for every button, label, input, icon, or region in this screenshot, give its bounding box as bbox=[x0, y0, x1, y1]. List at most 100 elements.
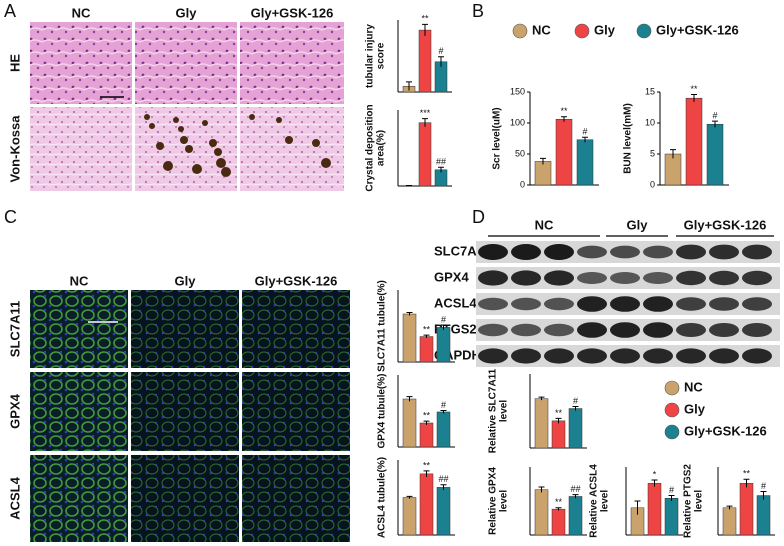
y-axis-label: Relative PTGS2 bbox=[683, 464, 694, 538]
panel-label: D bbox=[472, 207, 485, 227]
error-bar bbox=[572, 406, 579, 411]
error-bar bbox=[423, 420, 430, 425]
significance-label: *** bbox=[420, 108, 431, 118]
crystal bbox=[178, 126, 184, 132]
blot-band bbox=[742, 244, 772, 260]
legend-marker bbox=[664, 380, 680, 396]
blot-band bbox=[478, 270, 508, 286]
blot-band bbox=[643, 322, 673, 338]
blot-band bbox=[709, 323, 739, 337]
column-header: Gly+GSK-126 bbox=[255, 273, 338, 288]
legend-marker bbox=[512, 23, 528, 39]
error-bar bbox=[538, 396, 545, 401]
bar bbox=[756, 495, 771, 536]
micrograph bbox=[135, 22, 237, 104]
error-bar bbox=[406, 184, 412, 187]
crystal bbox=[192, 164, 202, 174]
blot-band bbox=[610, 296, 640, 312]
micrograph bbox=[240, 107, 344, 191]
fluorescence-image bbox=[30, 455, 128, 542]
row-header: ACSL4 bbox=[7, 476, 22, 519]
row-header: GPX4 bbox=[434, 269, 469, 284]
blot-band bbox=[577, 245, 607, 259]
legend-label: Gly+GSK-126 bbox=[684, 423, 767, 438]
error-bar bbox=[438, 56, 444, 67]
panel-label: C bbox=[4, 207, 17, 227]
crystal bbox=[202, 120, 208, 126]
y-tick-label: 150 bbox=[510, 86, 525, 96]
y-axis-label: level bbox=[600, 490, 611, 512]
micrograph bbox=[30, 107, 132, 191]
error-bar bbox=[406, 495, 413, 499]
micrograph bbox=[30, 22, 132, 104]
y-axis-label: level bbox=[499, 400, 510, 422]
blot-band bbox=[742, 297, 772, 311]
y-axis-label: score bbox=[376, 42, 387, 69]
column-header: Gly bbox=[627, 217, 649, 232]
column-header: Gly bbox=[175, 273, 197, 288]
crystal bbox=[185, 145, 193, 153]
error-bar bbox=[406, 312, 413, 316]
error-bar bbox=[760, 490, 767, 500]
error-bar bbox=[572, 494, 579, 499]
legend-label: NC bbox=[684, 379, 703, 394]
y-axis-label: area(%) bbox=[376, 130, 387, 166]
bar bbox=[534, 398, 549, 449]
crystal bbox=[312, 139, 320, 147]
bar bbox=[402, 313, 417, 363]
fluorescence-image bbox=[131, 372, 239, 451]
y-axis-label: tubular injury bbox=[365, 24, 376, 88]
bar bbox=[418, 122, 432, 187]
column-header: Gly bbox=[176, 5, 198, 20]
significance-label: ** bbox=[423, 324, 431, 334]
blot-band bbox=[676, 348, 706, 364]
fluorescence-image bbox=[242, 372, 350, 451]
crystal bbox=[216, 158, 226, 168]
y-axis-label: level bbox=[694, 490, 705, 512]
error-bar bbox=[582, 136, 588, 143]
blot-band bbox=[577, 348, 607, 364]
blot-band bbox=[676, 270, 706, 286]
legend-label: Gly bbox=[684, 401, 706, 416]
y-axis-label: BUN level(mM) bbox=[623, 103, 634, 174]
bar bbox=[418, 29, 432, 93]
crystal bbox=[144, 114, 150, 120]
blot-band bbox=[676, 297, 706, 311]
significance-label: # bbox=[441, 400, 446, 410]
significance-label: ** bbox=[423, 410, 431, 420]
error-bar bbox=[540, 157, 546, 165]
significance-label: ** bbox=[743, 469, 751, 479]
bar bbox=[568, 408, 583, 449]
significance-label: ** bbox=[555, 497, 563, 507]
y-tick-label: 10 bbox=[645, 117, 655, 127]
significance-label: ** bbox=[555, 408, 563, 418]
y-axis-label: Relative ACSL4 bbox=[589, 464, 600, 538]
significance-label: # bbox=[712, 111, 717, 121]
blot-band bbox=[544, 270, 574, 286]
crystal bbox=[321, 158, 331, 168]
blot-band bbox=[478, 323, 508, 337]
error-bar bbox=[555, 417, 562, 424]
fluorescence-image bbox=[242, 290, 350, 368]
significance-label: # bbox=[438, 46, 443, 56]
bar bbox=[436, 327, 451, 363]
error-bar bbox=[651, 479, 658, 487]
blot-band bbox=[742, 323, 772, 337]
blot-band bbox=[610, 348, 640, 364]
blot-band bbox=[676, 323, 706, 337]
error-bar bbox=[561, 116, 567, 122]
crystal bbox=[214, 148, 222, 156]
bar bbox=[664, 498, 679, 536]
blot-band bbox=[544, 297, 574, 311]
crystal bbox=[156, 142, 164, 150]
legend-marker bbox=[664, 424, 680, 440]
blot-band bbox=[643, 245, 673, 259]
significance-label: ## bbox=[436, 157, 446, 167]
micrograph bbox=[240, 22, 344, 104]
panel-label: A bbox=[4, 1, 16, 21]
significance-label: # bbox=[573, 396, 578, 406]
blot-band bbox=[643, 296, 673, 312]
legend-marker bbox=[664, 402, 680, 418]
blot-band bbox=[709, 270, 739, 286]
fluorescence-image bbox=[30, 372, 128, 451]
